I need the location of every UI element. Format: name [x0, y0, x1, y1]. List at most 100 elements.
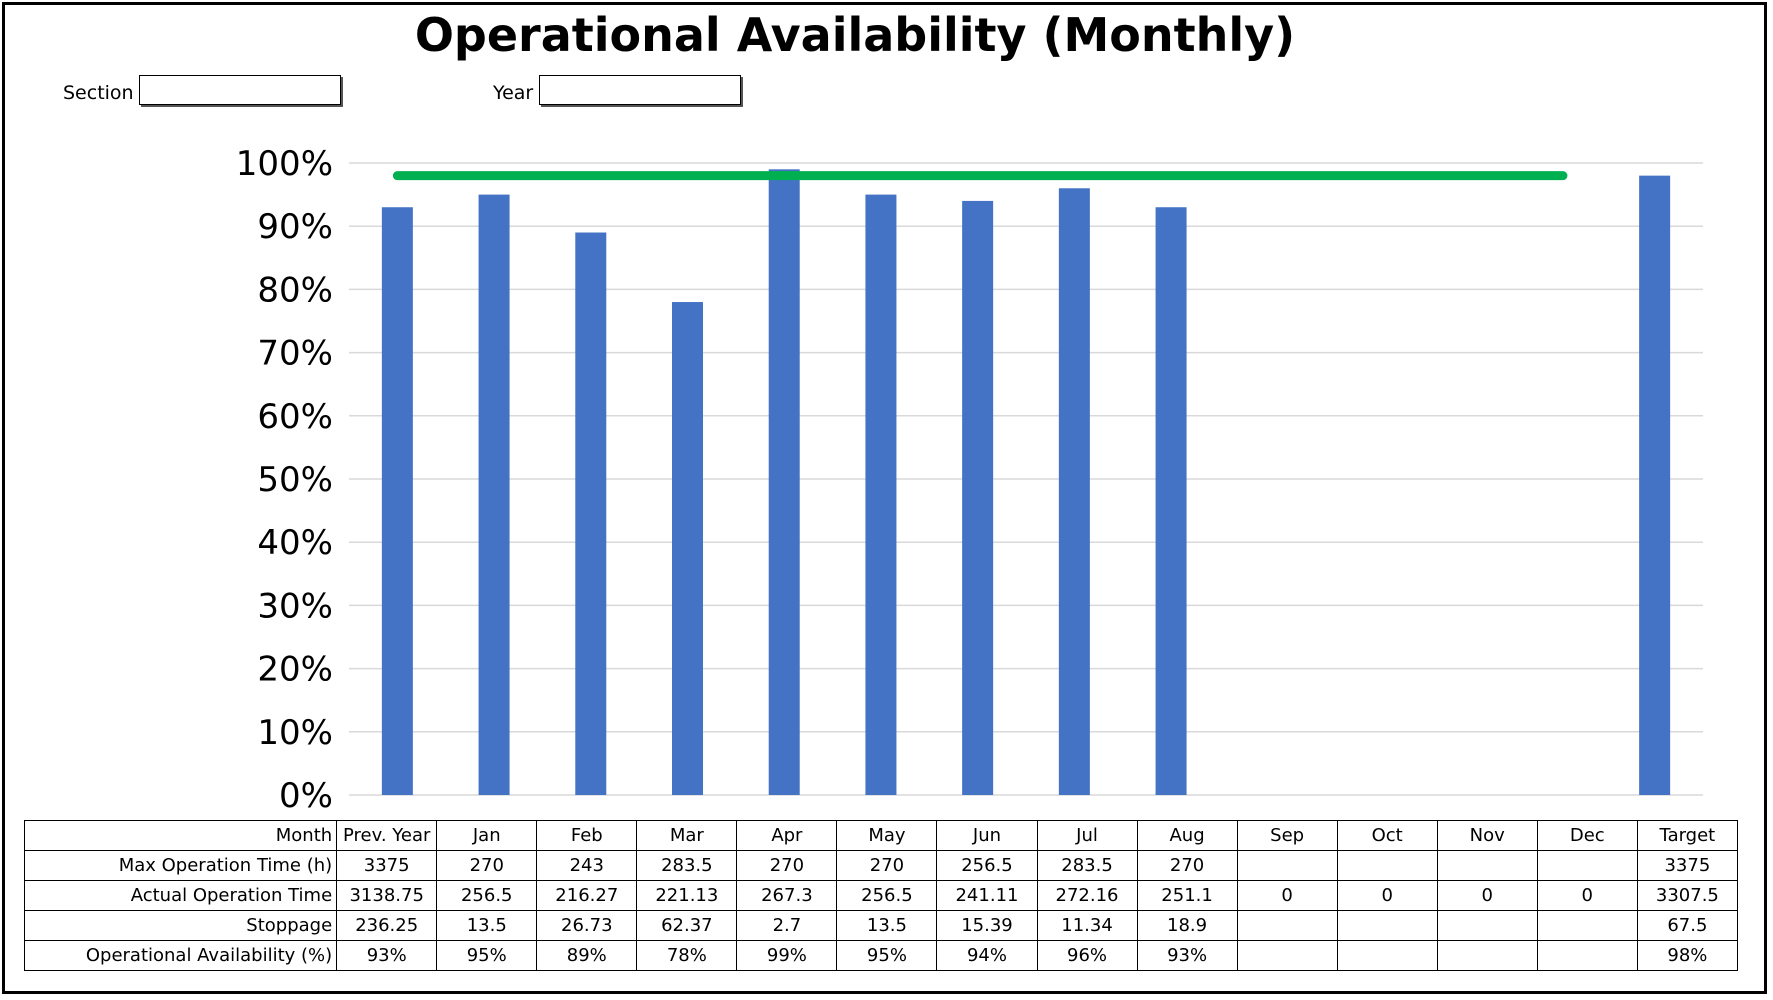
table-column-header: Oct	[1336, 820, 1438, 851]
table-cell: 93%	[336, 940, 438, 971]
table-column-header: Prev. Year	[336, 820, 438, 851]
bar-may	[865, 194, 897, 796]
data-table: Month Prev. Year Jan Feb Mar Apr May Jun Jul Aug S…	[23, 820, 1739, 971]
table-cell: 3375	[336, 850, 438, 881]
table-cell: 93%	[1136, 940, 1238, 971]
bar-jan	[478, 194, 510, 796]
table-cell	[1536, 910, 1638, 941]
table-header-row: Month Prev. Year Jan Feb Mar Apr May Jun Jul Aug S…	[23, 820, 1739, 851]
table-cell: 270	[836, 850, 938, 881]
table-cell: 13.5	[836, 910, 938, 941]
chart-title: Operational Availability (Monthly)	[414, 8, 1296, 62]
table-column-header: Mar	[636, 820, 738, 851]
table-cell	[1236, 910, 1338, 941]
table-cell: 11.34	[1036, 910, 1138, 941]
table-cell: 95%	[436, 940, 538, 971]
table-cell	[1336, 850, 1438, 881]
table-row-label: Max Operation Time (h)	[23, 850, 338, 881]
table-cell: 283.5	[1036, 850, 1138, 881]
bar-prevyear	[381, 207, 413, 796]
table-cell: 216.27	[536, 880, 638, 911]
table-cell: 241.11	[936, 880, 1038, 911]
table-row: Max Operation Time (h) 3375 270 243 283.5 270…	[23, 850, 1739, 881]
bar-apr	[768, 169, 800, 795]
bar-feb	[575, 232, 607, 795]
table-cell: 67.5	[1636, 910, 1739, 941]
y-tick-label: 30%	[257, 586, 333, 626]
table-cell: 256.5	[836, 880, 938, 911]
table-cell: 236.25	[336, 910, 438, 941]
table-cell: 15.39	[936, 910, 1038, 941]
bar-target	[1639, 175, 1671, 795]
table-column-header: Sep	[1236, 820, 1338, 851]
bar-aug	[1155, 207, 1187, 796]
y-tick-label: 100%	[236, 144, 333, 184]
table-column-header: Nov	[1436, 820, 1538, 851]
y-tick-label: 70%	[257, 334, 333, 374]
y-tick-label: 20%	[257, 650, 333, 690]
table-cell: 221.13	[636, 880, 738, 911]
table-cell: 89%	[536, 940, 638, 971]
year-label: Year	[493, 82, 534, 104]
section-input[interactable]	[139, 75, 341, 105]
table-row: Actual Operation Time 3138.75 256.5 216.27 2…	[23, 880, 1739, 911]
y-tick-label: 40%	[257, 523, 333, 563]
table-column-header: Dec	[1536, 820, 1638, 851]
table-row: Stoppage 236.25 13.5 26.73 62.37 2.7 13.5 15.39…	[23, 910, 1739, 941]
table-cell	[1436, 910, 1538, 941]
table-cell: 96%	[1036, 940, 1138, 971]
table-cell: 99%	[736, 940, 838, 971]
table-column-header: Jul	[1036, 820, 1138, 851]
table-column-header: Jan	[436, 820, 538, 851]
table-column-header: Jun	[936, 820, 1038, 851]
table-cell: 3138.75	[336, 880, 438, 911]
bar-jul	[1058, 188, 1090, 795]
y-tick-label: 80%	[257, 270, 333, 310]
year-input[interactable]	[539, 75, 741, 105]
section-label: Section	[63, 82, 134, 104]
table-cell: 256.5	[436, 880, 538, 911]
y-tick-label: 0%	[279, 776, 333, 816]
table-cell	[1336, 940, 1438, 971]
table-cell: 18.9	[1136, 910, 1238, 941]
table-cell: 98%	[1636, 940, 1739, 971]
table-cell	[1336, 910, 1438, 941]
table-cell: 272.16	[1036, 880, 1138, 911]
y-tick-label: 90%	[257, 207, 333, 247]
table-cell: 0	[1236, 880, 1338, 911]
table-cell: 3307.5	[1636, 880, 1739, 911]
table-cell: 243	[536, 850, 638, 881]
table-cell: 270	[436, 850, 538, 881]
table-cell: 62.37	[636, 910, 738, 941]
table-cell: 26.73	[536, 910, 638, 941]
table-row-label: Operational Availability (%)	[23, 940, 338, 971]
bar-mar	[672, 302, 703, 795]
table-row-label: Month	[23, 820, 338, 851]
table-column-header: Target	[1636, 820, 1739, 851]
table-cell: 267.3	[736, 880, 838, 911]
table-column-header: Apr	[736, 820, 838, 851]
table-column-header: Aug	[1136, 820, 1238, 851]
table-cell: 13.5	[436, 910, 538, 941]
table-cell: 0	[1336, 880, 1438, 911]
table-cell: 94%	[936, 940, 1038, 971]
table-cell: 95%	[836, 940, 938, 971]
y-tick-label: 10%	[257, 713, 333, 753]
table-cell	[1436, 850, 1538, 881]
table-cell: 251.1	[1136, 880, 1238, 911]
table-cell: 0	[1536, 880, 1638, 911]
table-cell	[1236, 940, 1338, 971]
table-cell: 2.7	[736, 910, 838, 941]
bar-jun	[962, 200, 994, 796]
table-cell: 3375	[1636, 850, 1739, 881]
table-row: Operational Availability (%) 93% 95% 89% 78%…	[23, 940, 1739, 971]
table-cell: 256.5	[936, 850, 1038, 881]
table-column-header: May	[836, 820, 938, 851]
table-cell: 78%	[636, 940, 738, 971]
y-tick-label: 50%	[257, 460, 333, 500]
table-row-label: Stoppage	[23, 910, 338, 941]
y-tick-label: 60%	[257, 397, 333, 437]
table-cell	[1536, 940, 1638, 971]
table-cell: 270	[736, 850, 838, 881]
